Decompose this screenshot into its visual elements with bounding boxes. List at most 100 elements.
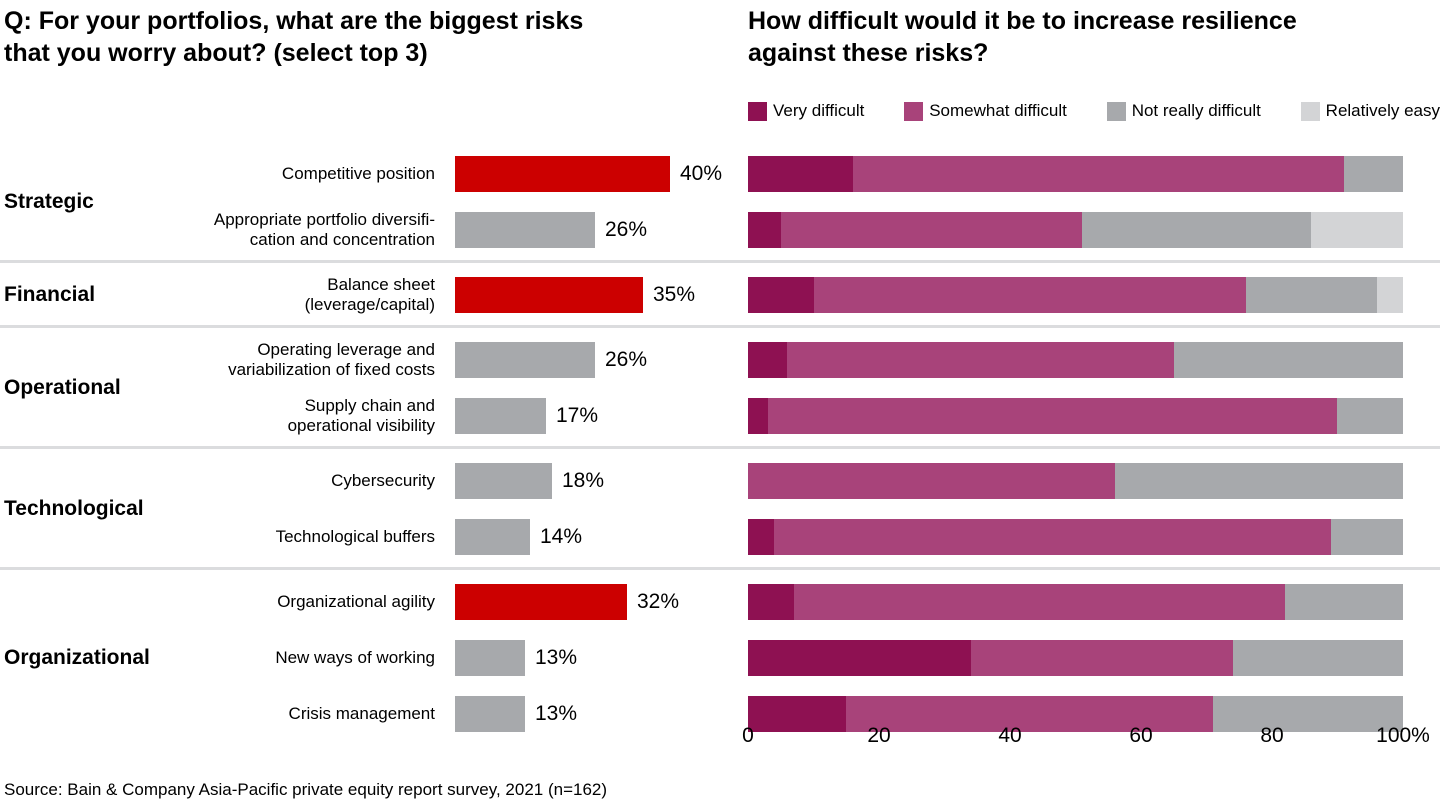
difficulty-segment-somewhat-difficult bbox=[748, 463, 1115, 499]
group-label: Strategic bbox=[4, 190, 94, 213]
group-items: Cybersecurity 18% Technological buffers 14% bbox=[195, 453, 1440, 565]
risk-value: 18% bbox=[562, 469, 605, 492]
difficulty-segment-relatively-easy bbox=[1311, 212, 1403, 248]
x-axis-tick: 40 bbox=[998, 724, 1022, 747]
risk-bar-zone: 14% bbox=[435, 519, 748, 555]
risk-row: Technological buffers 14% bbox=[195, 509, 1440, 565]
risk-label: New ways of working bbox=[275, 647, 435, 667]
risk-bar bbox=[455, 212, 595, 248]
difficulty-bar-zone bbox=[748, 277, 1403, 313]
difficulty-segment-somewhat-difficult bbox=[780, 212, 1083, 248]
risk-row: Supply chain and operational visibility 17… bbox=[195, 388, 1440, 444]
risk-bar bbox=[455, 277, 643, 313]
risk-value: 40% bbox=[680, 162, 723, 185]
difficulty-segment-not-really-difficult bbox=[1337, 398, 1403, 434]
risk-bar bbox=[455, 463, 552, 499]
risk-bar-zone: 18% bbox=[435, 463, 748, 499]
risk-bar-zone: 32% bbox=[435, 584, 748, 620]
risk-bar bbox=[455, 519, 530, 555]
difficulty-bar-zone bbox=[748, 212, 1403, 248]
risk-row: Operating leverage and variabilization of… bbox=[195, 332, 1440, 388]
group-separator bbox=[0, 325, 1440, 328]
somewhat-difficult-swatch-icon bbox=[904, 101, 924, 121]
left-chart-title: Q: For your portfolios, what are the big… bbox=[4, 7, 584, 67]
risk-label: Supply chain and operational visibility bbox=[287, 395, 435, 435]
risk-row: Competitive position 40% bbox=[195, 146, 1440, 202]
right-chart-title: How difficult would it be to increase re… bbox=[748, 7, 1297, 67]
group-label: Technological bbox=[4, 497, 144, 520]
difficulty-segment-very-difficult bbox=[748, 212, 781, 248]
risk-label: Operating leverage and variabilization of… bbox=[228, 339, 435, 379]
difficulty-bar-zone bbox=[748, 519, 1403, 555]
difficulty-segment-not-really-difficult bbox=[1330, 519, 1403, 555]
x-axis-tick: 60 bbox=[1129, 724, 1153, 747]
difficulty-bar bbox=[748, 342, 1403, 378]
very-difficult-swatch-icon bbox=[748, 101, 767, 121]
not-really-difficult-swatch-icon bbox=[1106, 101, 1126, 121]
difficulty-bar-zone bbox=[748, 398, 1403, 434]
risk-bar bbox=[455, 640, 525, 676]
difficulty-segment-very-difficult bbox=[748, 156, 853, 192]
difficulty-bar-zone bbox=[748, 463, 1403, 499]
risk-bar-zone: 13% bbox=[435, 640, 748, 676]
risk-label: Balance sheet (leverage/capital) bbox=[304, 274, 435, 314]
group-label: Operational bbox=[4, 376, 121, 399]
difficulty-bar-zone bbox=[748, 342, 1403, 378]
difficulty-segment-relatively-easy bbox=[1376, 277, 1403, 313]
group-separator bbox=[0, 446, 1440, 449]
legend-label: Relatively easy bbox=[1325, 101, 1440, 120]
difficulty-segment-very-difficult bbox=[748, 398, 768, 434]
difficulty-bar bbox=[748, 463, 1403, 499]
difficulty-bar bbox=[748, 640, 1403, 676]
risk-bar-zone: 35% bbox=[435, 277, 748, 313]
x-axis-tick: 0 bbox=[742, 724, 754, 747]
difficulty-bar-zone bbox=[748, 640, 1403, 676]
risk-row: Appropriate portfolio diversifi-cation a… bbox=[195, 202, 1440, 258]
risk-bar bbox=[455, 342, 595, 378]
risk-value: 14% bbox=[540, 525, 583, 548]
risk-value: 13% bbox=[535, 646, 578, 669]
x-axis: 0 20 40 60 80 100% bbox=[742, 724, 1430, 754]
difficulty-segment-somewhat-difficult bbox=[970, 640, 1233, 676]
risk-label: Cybersecurity bbox=[331, 470, 435, 490]
difficulty-segment-very-difficult bbox=[748, 640, 971, 676]
group-items: Competitive position 40% Appropriate portf… bbox=[195, 146, 1440, 258]
group-row: Financial Balance sheet (leverage/capital)… bbox=[0, 267, 1440, 323]
group-row: Technological Cybersecurity 18% Technologic… bbox=[0, 453, 1440, 565]
risk-bar bbox=[455, 696, 525, 732]
risk-bar-zone: 13% bbox=[435, 696, 748, 732]
group-label: Organizational bbox=[4, 646, 150, 669]
group-items: Operating leverage and variabilization of… bbox=[195, 332, 1440, 444]
difficulty-segment-not-really-difficult bbox=[1232, 640, 1403, 676]
legend-item-somewhat-difficult: Somewhat difficult bbox=[904, 101, 1067, 121]
risk-row: Balance sheet (leverage/capital) 35% bbox=[195, 267, 1440, 323]
group-separator bbox=[0, 260, 1440, 263]
difficulty-bar bbox=[748, 519, 1403, 555]
legend-item-relatively-easy: Relatively easy bbox=[1300, 101, 1440, 121]
risk-label: Competitive position bbox=[281, 163, 435, 183]
legend-label: Somewhat difficult bbox=[929, 101, 1067, 120]
group-items: Organizational agility 32% New ways of wor… bbox=[195, 574, 1440, 742]
difficulty-segment-very-difficult bbox=[748, 277, 814, 313]
difficulty-segment-very-difficult bbox=[748, 342, 788, 378]
difficulty-segment-very-difficult bbox=[748, 696, 847, 732]
x-axis-tick: 80 bbox=[1260, 724, 1284, 747]
risk-value: 26% bbox=[605, 218, 648, 241]
difficulty-bar-zone bbox=[748, 584, 1403, 620]
group-row: Organizational Organizational agility 32% N… bbox=[0, 574, 1440, 742]
x-axis-tick: 100% bbox=[1376, 724, 1430, 747]
risk-bar-zone: 40% bbox=[435, 156, 748, 192]
difficulty-bar bbox=[748, 277, 1403, 313]
difficulty-segment-very-difficult bbox=[748, 519, 775, 555]
difficulty-bar bbox=[748, 398, 1403, 434]
group-separator bbox=[0, 567, 1440, 570]
risk-bar bbox=[455, 398, 546, 434]
risk-value: 26% bbox=[605, 348, 648, 371]
chart-body: Strategic Competitive position 40% Appropri… bbox=[0, 146, 1440, 742]
risk-row: Crisis management 13% bbox=[195, 686, 1440, 742]
difficulty-segment-very-difficult bbox=[748, 584, 794, 620]
difficulty-segment-not-really-difficult bbox=[1114, 463, 1403, 499]
difficulty-bar-zone bbox=[748, 156, 1403, 192]
difficulty-segment-somewhat-difficult bbox=[767, 398, 1338, 434]
